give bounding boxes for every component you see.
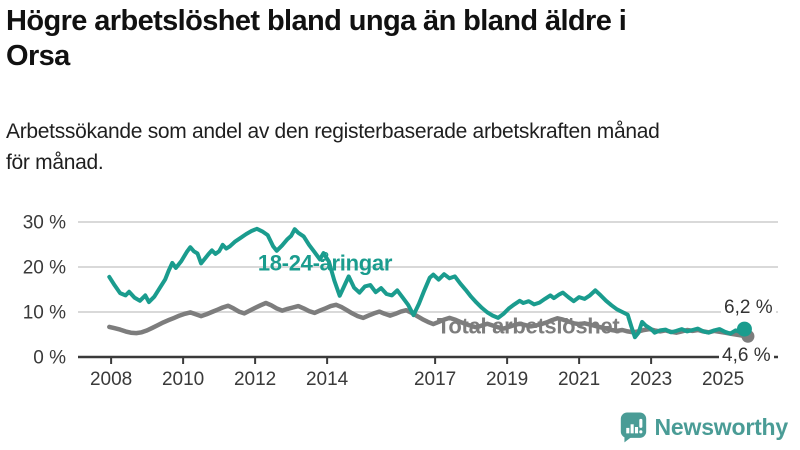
- y-tick-label-0: 0 %: [33, 348, 66, 369]
- x-tick-label-2021: 2021: [558, 369, 600, 390]
- chart-title-line1: Högre arbetslöshet bland unga än bland ä…: [6, 5, 627, 37]
- end-label-total: 4,6 %: [722, 345, 771, 366]
- chart-title-line2: Orsa: [6, 40, 70, 72]
- end-dot-youth: [736, 321, 752, 337]
- end-label-bg-total: [719, 345, 774, 365]
- x-tick-label-2025: 2025: [702, 369, 744, 390]
- x-tick-label-2012: 2012: [234, 369, 276, 390]
- x-tick-label-2023: 2023: [630, 369, 672, 390]
- series-line-youth: [107, 226, 748, 340]
- end-label-youth: 6,2 %: [724, 297, 773, 318]
- newsworthy-logo-text: Newsworthy: [654, 413, 789, 440]
- x-tick-label-2008: 2008: [90, 369, 132, 390]
- y-tick-label-10: 10 %: [23, 303, 66, 324]
- series-label-total: Total arbetslöshet: [437, 314, 620, 339]
- x-tick-label-2019: 2019: [486, 369, 528, 390]
- chart-subtitle-line2: för månad.: [6, 151, 104, 174]
- series-label-youth: 18-24-åringar: [258, 251, 393, 276]
- newsworthy-logo-icon: [620, 412, 646, 443]
- end-label-bg-youth: [721, 297, 776, 317]
- chart-subtitle: Arbetssökande som andel av den registerb…: [6, 116, 786, 178]
- x-tick-label-2014: 2014: [306, 369, 349, 390]
- series-line-total: [107, 300, 748, 339]
- chart-subtitle-line1: Arbetssökande som andel av den registerb…: [6, 120, 660, 143]
- x-tick-label-2017: 2017: [414, 369, 456, 390]
- y-tick-label-20: 20 %: [23, 258, 66, 279]
- chart-title: Högre arbetslöshet bland unga än bland ä…: [6, 4, 786, 74]
- newsworthy-logo: Newsworthy: [619, 410, 788, 444]
- y-tick-label-30: 30 %: [23, 213, 66, 234]
- x-tick-label-2010: 2010: [162, 369, 204, 390]
